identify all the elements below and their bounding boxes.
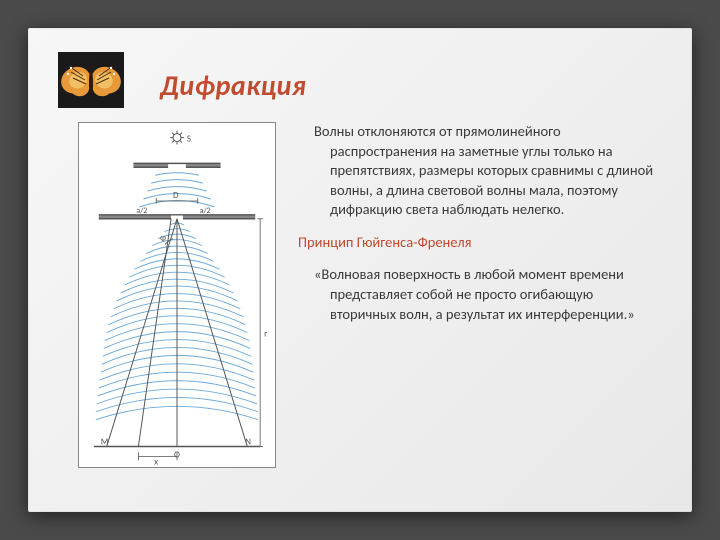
- svg-text:x: x: [154, 457, 158, 467]
- body-paragraph: Волны отклоняются от прямолинейного расп…: [298, 122, 662, 220]
- text-column: Волны отклоняются от прямолинейного расп…: [298, 122, 662, 468]
- title-row: Дифракция: [58, 50, 662, 108]
- svg-text:φ: φ: [160, 234, 166, 244]
- svg-text:N: N: [245, 437, 251, 447]
- slide: Дифракция S: [28, 28, 692, 512]
- svg-text:D: D: [173, 191, 179, 201]
- diffraction-diagram: S: [78, 122, 276, 468]
- svg-text:a/2: a/2: [136, 206, 147, 216]
- svg-text:a/2: a/2: [200, 206, 211, 216]
- slide-title: Дифракция: [160, 68, 306, 103]
- principle-quote: «Волновая поверхность в любой момент вре…: [298, 265, 662, 324]
- svg-text:r: r: [264, 330, 267, 340]
- content-row: S: [58, 122, 662, 468]
- svg-text:S: S: [187, 135, 191, 145]
- butterfly-icon: [58, 52, 124, 108]
- sun-icon: S: [170, 131, 191, 145]
- svg-text:M: M: [101, 437, 109, 447]
- principle-label: Принцип Гюйгенса-Френеля: [298, 233, 662, 253]
